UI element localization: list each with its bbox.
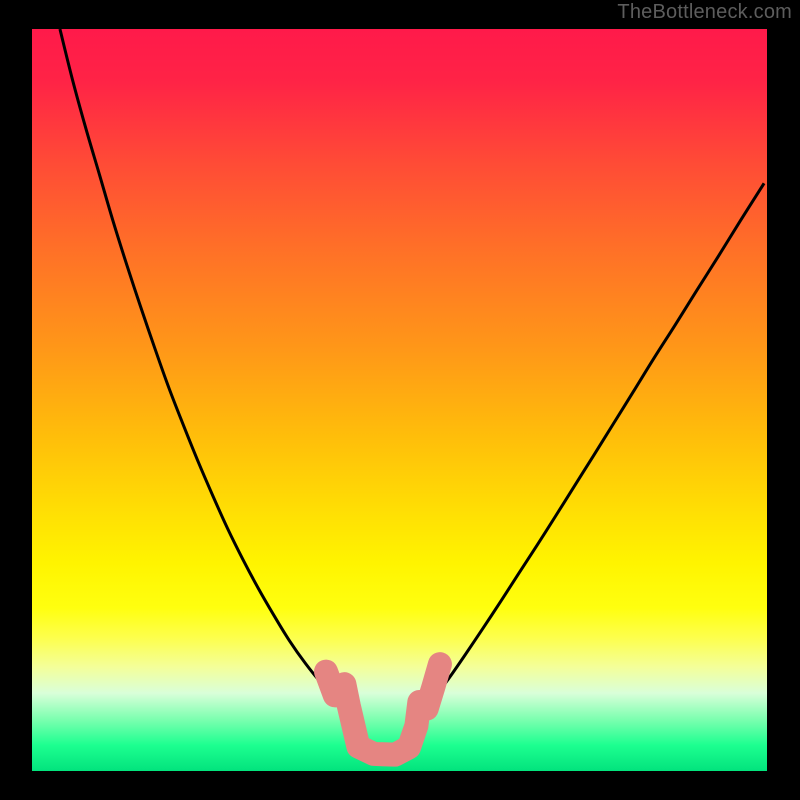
gradient-background	[32, 29, 767, 771]
chart-root: TheBottleneck.com	[0, 0, 800, 800]
plot-svg	[0, 0, 800, 800]
watermark-text: TheBottleneck.com	[617, 2, 792, 22]
